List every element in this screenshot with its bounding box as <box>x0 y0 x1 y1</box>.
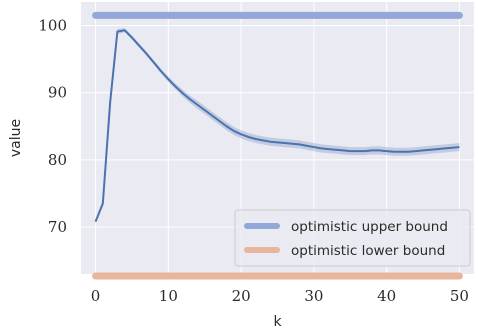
x-tick-label: 30 <box>304 287 323 305</box>
y-tick-label: 90 <box>48 84 67 102</box>
y-tick-label: 70 <box>48 218 67 236</box>
legend-box <box>234 209 471 267</box>
y-tick-label: 100 <box>38 17 67 35</box>
chart-marks <box>92 11 463 280</box>
x-tick-label: 50 <box>450 287 469 305</box>
y-tick-label: 80 <box>48 151 67 169</box>
legend-label-upper-bound: optimistic upper bound <box>291 219 448 235</box>
series-line-value <box>94 29 460 222</box>
x-axis-label: k <box>273 314 282 330</box>
y-axis-label: value <box>8 119 24 157</box>
legend-label-lower-bound: optimistic lower bound <box>291 243 445 259</box>
tick-labels: 0 10 20 30 40 50 70 80 90 100 <box>38 17 469 305</box>
x-tick-label: 0 <box>91 287 101 305</box>
legend: optimistic upper bound optimistic lower … <box>234 209 471 267</box>
x-tick-label: 10 <box>159 287 178 305</box>
x-tick-label: 20 <box>232 287 251 305</box>
x-tick-label: 40 <box>377 287 396 305</box>
